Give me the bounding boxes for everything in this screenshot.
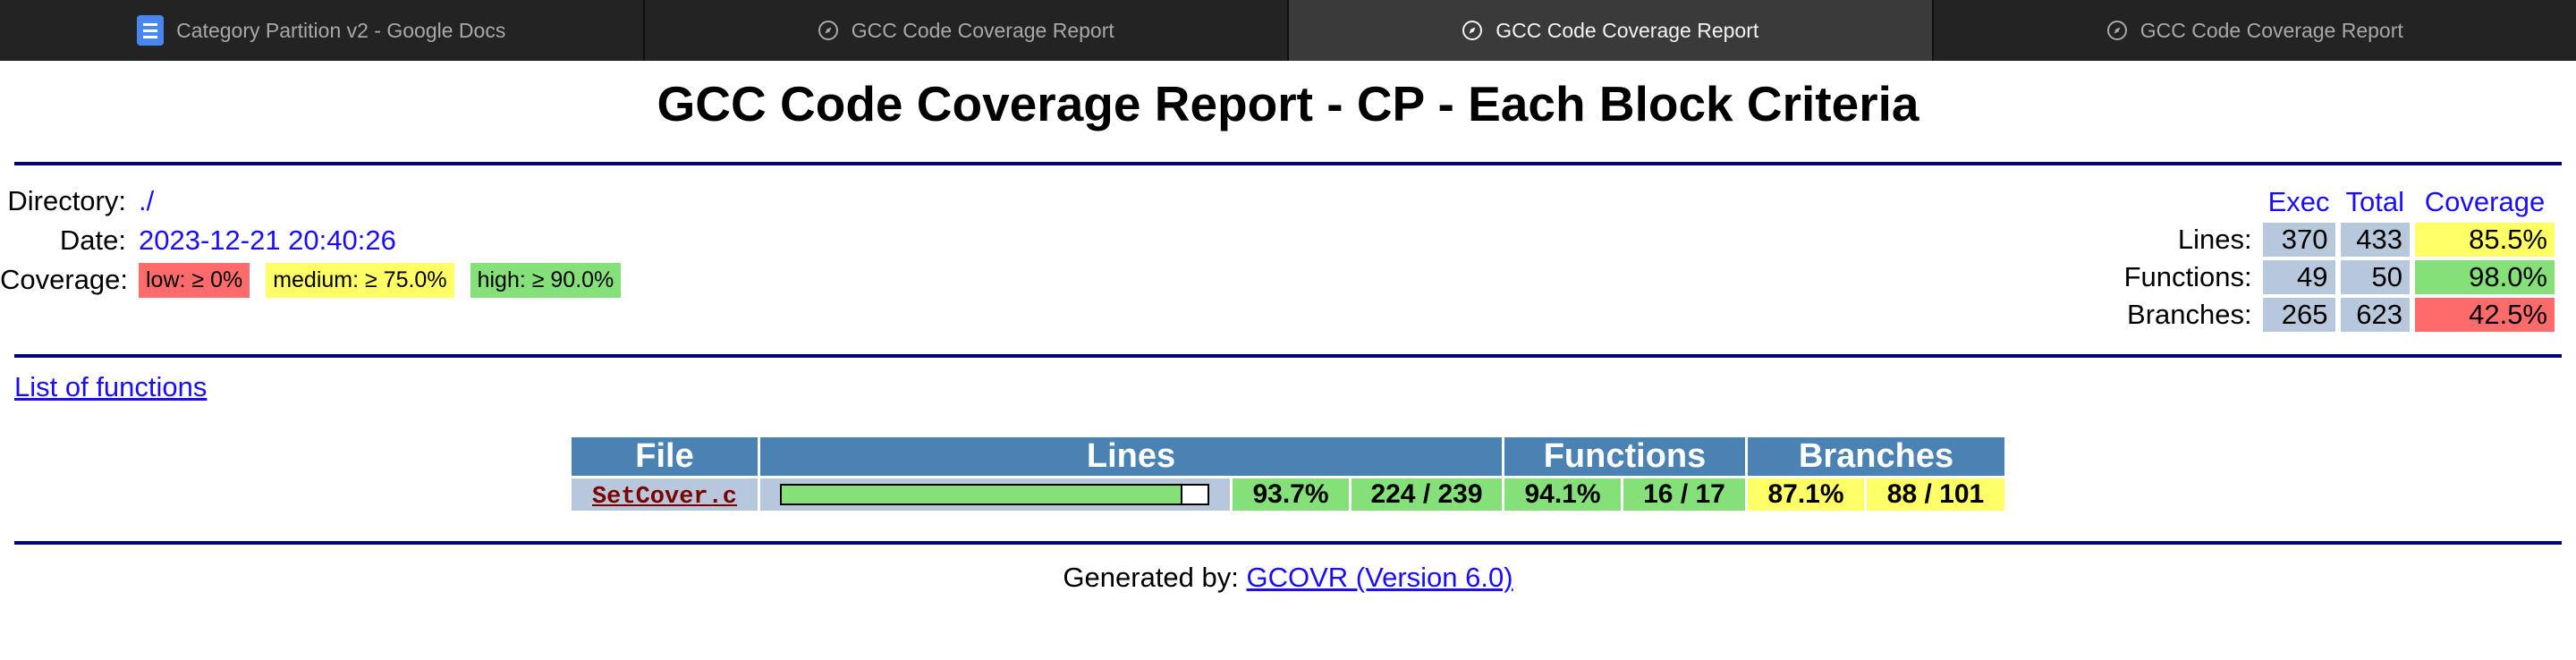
summary-header-exec: Exec: [2267, 186, 2330, 217]
compass-icon: [818, 20, 839, 41]
summary-row-lines: Lines: 370 433 85.5%: [2117, 223, 2555, 257]
date-value: 2023-12-21 20:40:26: [139, 224, 396, 256]
summary-exec: 370: [2262, 223, 2335, 257]
header-branches: Branches: [1748, 437, 2004, 476]
tab-coverage-report-3[interactable]: GCC Code Coverage Report: [1933, 0, 2576, 61]
header-file: File: [572, 437, 758, 476]
summary-row-functions: Functions: 49 50 98.0%: [2117, 260, 2555, 294]
header-lines: Lines: [760, 437, 1502, 476]
date-row: Date: 2023-12-21 20:40:26: [0, 221, 396, 260]
functions-count: 16 / 17: [1623, 478, 1745, 511]
summary-total: 433: [2340, 223, 2410, 257]
summary-header-total: Total: [2345, 186, 2404, 217]
divider: [14, 162, 2562, 165]
summary-coverage: 98.0%: [2415, 260, 2555, 294]
lines-bar-cell: [760, 478, 1230, 511]
branches-count: 88 / 101: [1867, 478, 2004, 511]
compass-icon: [2106, 20, 2128, 41]
summary-label: Functions:: [2123, 261, 2252, 292]
file-link[interactable]: SetCover.c: [591, 483, 738, 511]
tab-label: Category Partition v2 - Google Docs: [176, 18, 506, 42]
file-cell: SetCover.c: [572, 478, 758, 511]
divider: [14, 541, 2562, 545]
summary-exec: 49: [2262, 260, 2335, 294]
summary-coverage: 85.5%: [2415, 223, 2555, 257]
functions-percent: 94.1%: [1504, 478, 1621, 511]
header-functions: Functions: [1504, 437, 1745, 476]
page-title: GCC Code Coverage Report - CP - Each Blo…: [657, 76, 1919, 131]
tab-label: GCC Code Coverage Report: [2140, 18, 2403, 42]
summary-table: Exec Total Coverage Lines: 370 433 85.5%…: [2112, 182, 2560, 335]
google-docs-icon: [137, 15, 165, 46]
footer: Generated by: GCOVR (Version 6.0): [0, 562, 2576, 594]
legend-high-badge: high: ≥ 90.0%: [470, 262, 622, 298]
lines-coverage-bar-fill: [782, 486, 1182, 503]
legend-low-badge: low: ≥ 0%: [139, 262, 250, 298]
tab-label: GCC Code Coverage Report: [851, 18, 1114, 42]
summary-exec: 265: [2262, 298, 2335, 332]
tab-label: GCC Code Coverage Report: [1496, 18, 1759, 42]
browser-tab-bar: Category Partition v2 - Google Docs GCC …: [0, 0, 2576, 61]
divider: [14, 354, 2562, 358]
date-label: Date:: [59, 224, 126, 256]
summary-header-coverage: Coverage: [2424, 186, 2546, 217]
coverage-legend-row: Coverage: low: ≥ 0% medium: ≥ 75.0% high…: [0, 260, 637, 300]
summary-total: 623: [2340, 298, 2410, 332]
footer-prefix: Generated by:: [1063, 562, 1239, 593]
lines-count: 224 / 239: [1352, 478, 1502, 511]
file-coverage-table: File Lines Functions Branches SetCover.c…: [569, 435, 2007, 513]
summary-header-row: Exec Total Coverage: [2117, 185, 2555, 219]
list-of-functions-link[interactable]: List of functions: [14, 371, 208, 402]
summary-row-branches: Branches: 265 623 42.5%: [2117, 298, 2555, 332]
lines-coverage-bar: [780, 484, 1209, 505]
file-table-header-row: File Lines Functions Branches: [572, 437, 2004, 476]
tab-google-docs[interactable]: Category Partition v2 - Google Docs: [0, 0, 645, 61]
summary-coverage: 42.5%: [2415, 298, 2555, 332]
table-row: SetCover.c 93.7% 224 / 239 94.1% 16 / 17…: [572, 478, 2004, 511]
lines-percent: 93.7%: [1233, 478, 1349, 511]
gcovr-link[interactable]: GCOVR (Version 6.0): [1246, 562, 1513, 593]
tab-coverage-report-1[interactable]: GCC Code Coverage Report: [644, 0, 1289, 61]
directory-row: Directory: ./: [0, 182, 154, 221]
summary-label: Branches:: [2127, 299, 2252, 330]
compass-icon: [1462, 20, 1483, 41]
summary-label: Lines:: [2177, 224, 2252, 255]
legend-medium-badge: medium: ≥ 75.0%: [266, 262, 454, 298]
summary-spacer: [2117, 185, 2258, 219]
coverage-label: Coverage:: [0, 264, 129, 295]
summary-total: 50: [2340, 260, 2410, 294]
directory-label: Directory:: [7, 185, 126, 216]
directory-value: ./: [139, 185, 155, 216]
branches-percent: 87.1%: [1748, 478, 1864, 511]
tab-coverage-report-2[interactable]: GCC Code Coverage Report: [1289, 0, 1934, 61]
